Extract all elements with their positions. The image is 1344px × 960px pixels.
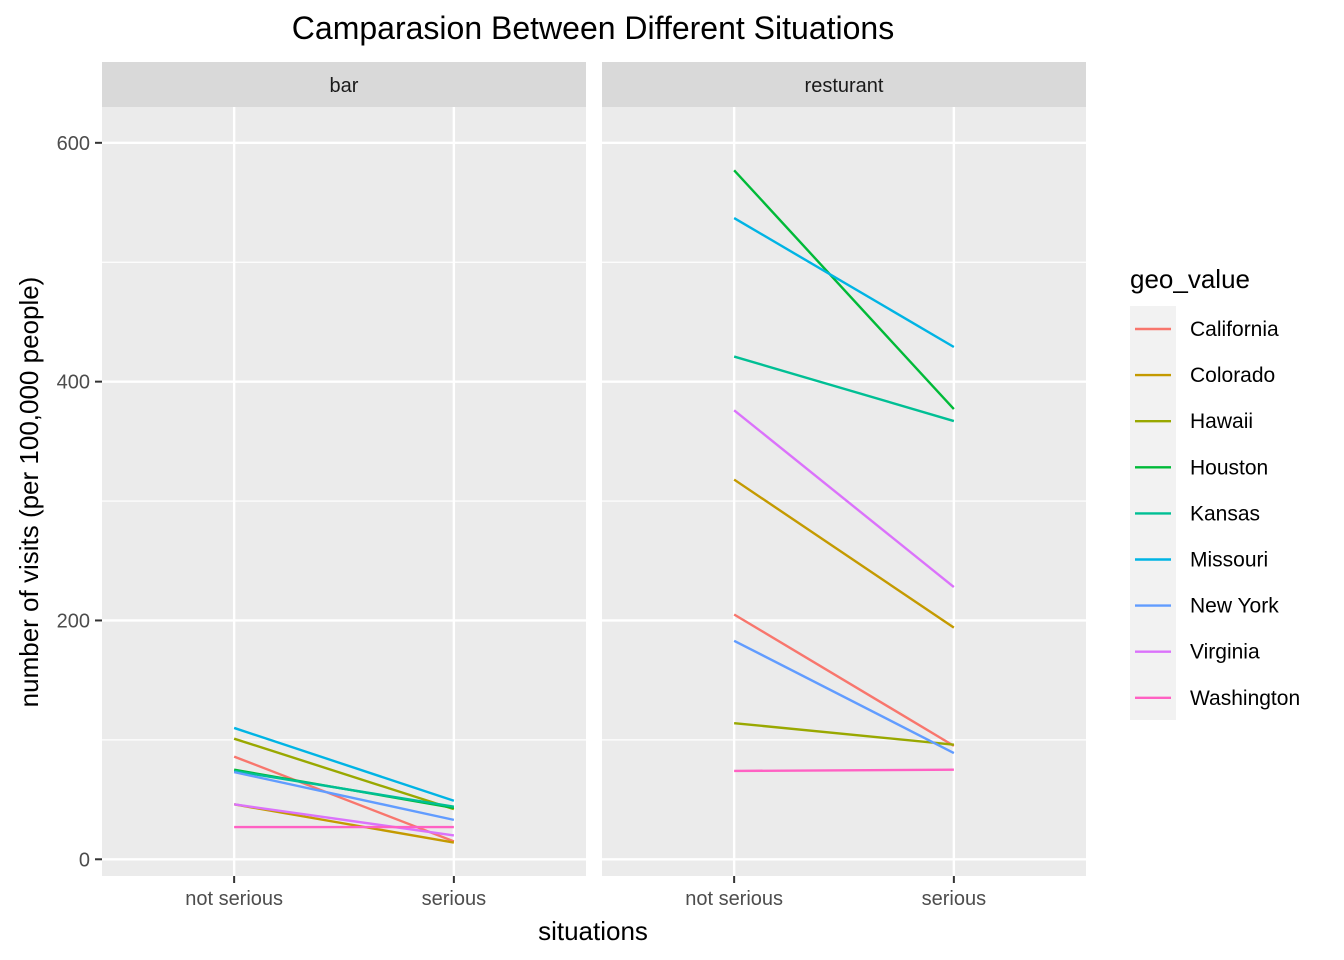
series-line-washington: [734, 768, 954, 773]
grid-lines: [602, 107, 1086, 876]
series-line-kansas: [733, 355, 955, 423]
series-line-new-york: [733, 639, 955, 755]
legend-label: California: [1190, 318, 1279, 341]
legend-label: Virginia: [1190, 641, 1260, 664]
facet-panel-resturant: resturant: [602, 62, 1086, 876]
legend-label: Hawaii: [1190, 410, 1253, 433]
series-line-missouri: [233, 726, 455, 802]
series-line-virginia: [733, 409, 955, 588]
series-line-hawaii: [233, 737, 455, 811]
facet-label: bar: [330, 75, 359, 97]
facet-panel-bar: bar: [102, 62, 586, 876]
legend-label: New York: [1190, 595, 1279, 618]
series-line-california: [733, 613, 955, 747]
series-line-houston: [733, 169, 955, 410]
series-line-hawaii: [734, 721, 954, 746]
legend-label: Kansas: [1190, 502, 1260, 525]
plot-background: [102, 107, 586, 876]
series-line-colorado: [733, 478, 955, 629]
series-line-kansas: [233, 769, 455, 808]
legend-title: geo_value: [1130, 264, 1250, 294]
x-tick-label: not serious: [685, 888, 783, 910]
facet-strip: [102, 62, 586, 107]
y-axis-label: number of visits (per 100,000 people): [14, 277, 44, 708]
x-tick-label: serious: [922, 888, 986, 910]
y-tick-label: 600: [57, 133, 90, 155]
legend-label: Washington: [1190, 687, 1300, 710]
x-axis: not serious serious not serious serious: [185, 876, 986, 910]
y-tick-label: 200: [57, 610, 90, 632]
x-tick-label: not serious: [185, 888, 283, 910]
plot-background: [602, 107, 1086, 876]
legend-items: California Colorado Hawaii Houston Kansas Mis…: [1135, 318, 1300, 710]
facet-label: resturant: [805, 75, 884, 97]
legend: geo_value California Colorado Hawaii Housto…: [1130, 264, 1300, 720]
x-axis-label: situations: [538, 916, 648, 946]
series-lines: [233, 726, 455, 844]
series-line-new-york: [233, 770, 455, 822]
legend-label: Missouri: [1190, 549, 1268, 572]
y-tick-label: 400: [57, 372, 90, 394]
legend-label: Houston: [1190, 456, 1268, 479]
facet-strip: [602, 62, 1086, 107]
legend-label: Colorado: [1190, 364, 1275, 387]
series-line-virginia: [233, 803, 455, 837]
grid-lines: [102, 107, 586, 876]
x-tick-label: serious: [422, 888, 486, 910]
y-axis: 0 200 400 600: [57, 133, 102, 871]
chart-title: Camparasion Between Different Situations: [292, 10, 894, 46]
series-lines: [733, 169, 955, 773]
y-tick-label: 0: [79, 849, 90, 871]
series-line-missouri: [733, 217, 955, 349]
